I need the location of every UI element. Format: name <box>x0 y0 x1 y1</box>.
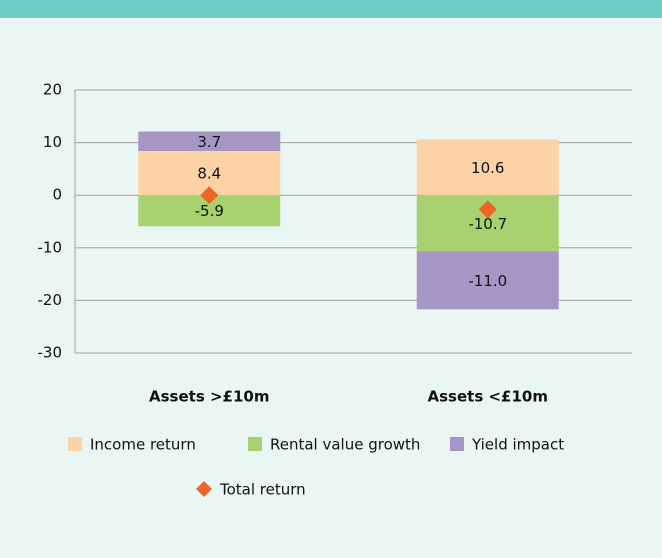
total-marker <box>200 186 219 205</box>
y-tick-label: -20 <box>38 291 63 309</box>
legend-label: Yield impact <box>471 436 564 454</box>
bar-segment <box>416 251 559 310</box>
data-label: 10.6 <box>471 159 504 177</box>
legend-label: Rental value growth <box>270 436 420 454</box>
legend-swatch <box>68 437 82 451</box>
legend-label: Total return <box>219 481 306 499</box>
legend-swatch <box>450 437 464 451</box>
bar-segment <box>138 131 281 152</box>
x-tick-label: Assets <£10m <box>428 388 548 406</box>
y-tick-label: -30 <box>38 344 63 362</box>
y-tick-label: 20 <box>43 81 62 99</box>
data-label: -11.0 <box>468 272 507 290</box>
x-tick-label: Assets >£10m <box>149 388 269 406</box>
data-label: -5.9 <box>195 202 224 220</box>
y-tick-label: -10 <box>38 238 63 256</box>
data-label: 8.4 <box>197 165 221 183</box>
data-label: -10.7 <box>468 215 507 233</box>
header-strip <box>0 0 662 18</box>
total-marker <box>478 200 497 219</box>
bar-segment <box>416 139 559 196</box>
legend-swatch <box>248 437 262 451</box>
y-tick-label: 10 <box>43 133 62 151</box>
y-tick-label: 0 <box>52 186 62 204</box>
legend-swatch <box>196 481 212 497</box>
legend-label: Income return <box>90 436 196 454</box>
data-label: 3.7 <box>197 133 221 151</box>
